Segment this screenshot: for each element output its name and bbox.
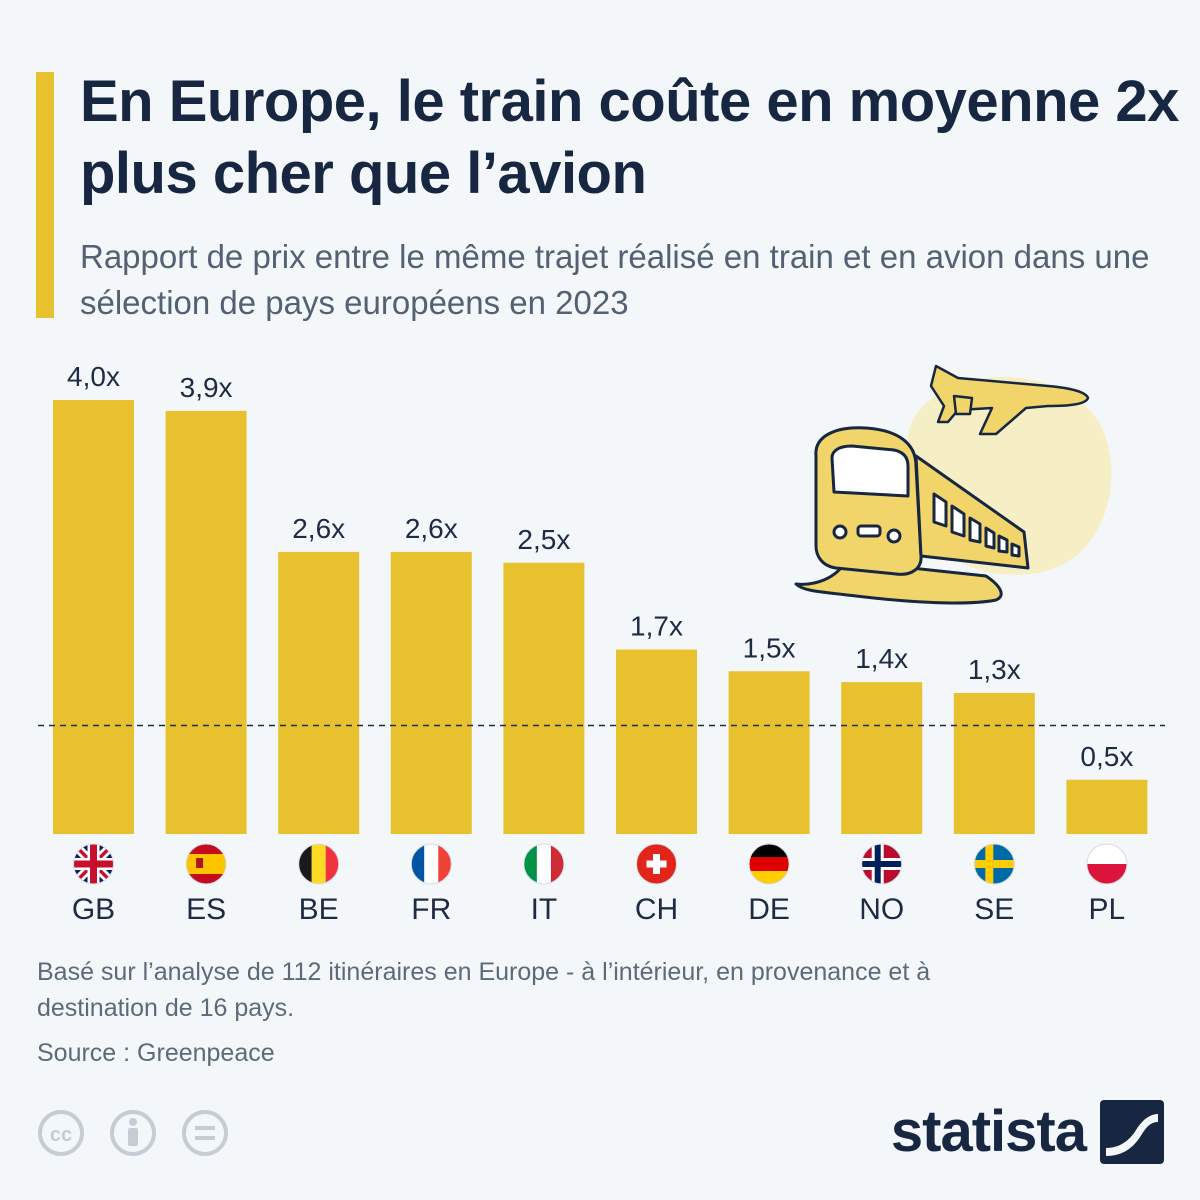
category-label: NO [859, 893, 904, 926]
value-label: 2,6x [405, 513, 458, 544]
flag-fr-icon [410, 843, 452, 885]
flag-no-icon [861, 843, 903, 885]
license-icons: cc [38, 1110, 228, 1156]
statista-logo[interactable]: statista [891, 1100, 1164, 1164]
category-label: IT [531, 893, 558, 926]
flag-it-icon [523, 843, 565, 885]
category-label: SE [974, 893, 1014, 926]
bar-es[interactable] [165, 410, 247, 834]
train-icon [794, 426, 1030, 605]
category-label: BE [299, 893, 339, 926]
bar-de[interactable] [728, 671, 810, 834]
bar-se[interactable] [953, 692, 1035, 834]
category-label: PL [1089, 893, 1126, 926]
bar-be[interactable] [278, 551, 360, 834]
value-label: 3,9x [180, 372, 233, 403]
value-label: 2,5x [517, 524, 570, 555]
flag-ch-icon [636, 843, 677, 885]
value-label: 4,0x [67, 361, 120, 392]
bar-it[interactable] [503, 562, 585, 834]
no-derivatives-icon[interactable] [182, 1110, 228, 1156]
flag-es-icon [185, 843, 227, 885]
footnote: Basé sur l’analyse de 112 itinéraires en… [37, 958, 931, 1022]
flag-pl-icon [1086, 843, 1128, 885]
title-accent-bar [36, 72, 54, 318]
bar-ch[interactable] [616, 649, 697, 834]
bar-pl[interactable] [1066, 779, 1148, 834]
flag-se-icon [973, 843, 1015, 885]
bar-gb[interactable] [53, 400, 134, 834]
source-text[interactable]: Source : Greenpeace [37, 1039, 275, 1067]
value-label: 1,3x [968, 654, 1021, 685]
brand-name: statista [890, 1099, 1087, 1164]
value-label: 2,6x [292, 513, 345, 544]
chart-title: En Europe, le train coûte en moyenne 2x … [80, 69, 1179, 206]
flag-gb-icon [73, 843, 114, 885]
category-label: GB [72, 893, 115, 926]
category-label: DE [748, 893, 790, 926]
bar-fr[interactable] [390, 551, 472, 834]
flag-de-icon [748, 843, 790, 885]
category-label: FR [411, 893, 451, 926]
bar-no[interactable] [841, 682, 923, 834]
plane-icon [929, 364, 1090, 436]
svg-text:cc: cc [50, 1124, 72, 1146]
train-plane-illustration [794, 364, 1112, 605]
attribution-icon[interactable] [110, 1110, 156, 1156]
value-label: 0,5x [1080, 741, 1133, 772]
value-label: 1,5x [743, 632, 796, 663]
statista-mark-icon [1100, 1100, 1164, 1164]
flag-be-icon [298, 843, 340, 885]
chart-subtitle: Rapport de prix entre le même trajet réa… [80, 238, 1150, 321]
bar-chart: 4,0x 3,9x 2,6x 2,6x 2,5x 1,7x 1,5x 1,4x 1,3x 0,5x… [38, 361, 1165, 926]
cc-icon[interactable]: cc [38, 1110, 84, 1156]
category-label: ES [186, 893, 226, 926]
value-label: 1,4x [855, 643, 908, 674]
category-label: CH [635, 893, 678, 926]
value-label: 1,7x [630, 611, 683, 642]
